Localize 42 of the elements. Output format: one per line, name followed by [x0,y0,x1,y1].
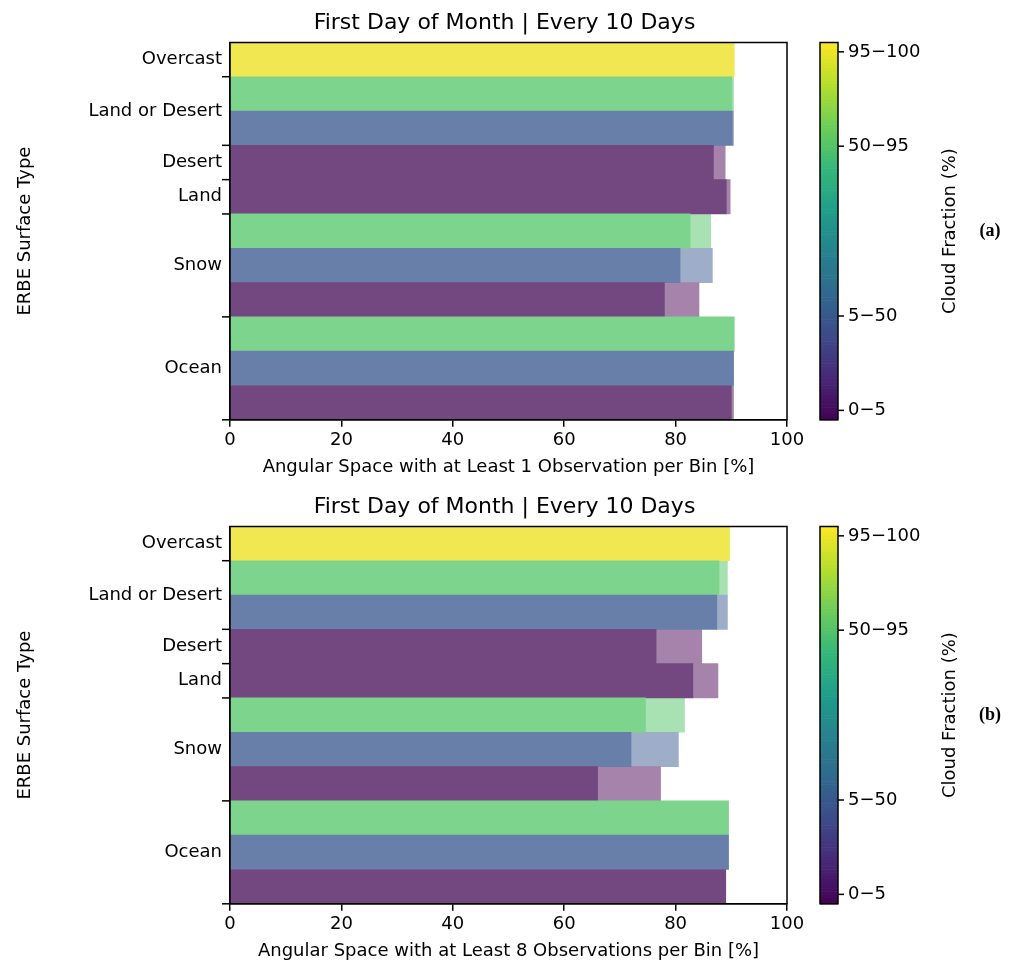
y-axis-title: ERBE Surface Type [12,630,34,800]
y-tick-label: Snow [173,737,222,759]
text: (a) [979,219,1001,241]
y-tick-label: Overcast [141,531,222,553]
y-tick-label: Desert [162,150,222,172]
x-axis-title: Angular Space with at Least 1 Observation per Bin [%] [262,454,755,476]
x-tick-label: 80 [664,912,688,934]
x-tick-label: 0 [224,912,236,934]
color-bar-label: 95−100 [848,523,921,545]
x-tick-label: 40 [441,912,465,934]
y-axis-title: ERBE Surface Type [12,146,34,316]
chart-title: First Day of Month | Every 10 Days [313,8,696,35]
x-axis-title: Angular Space with at Least 8 Observations per Bin [%] [257,938,760,960]
y-tick-label: Land [178,668,222,690]
x-tick-label: 40 [441,428,465,450]
x-tick-label: 60 [552,428,576,450]
x-tick-label: 100 [769,428,805,450]
x-tick-label: 0 [224,428,236,450]
color-bar-label: 50−95 [848,617,909,639]
y-tick-label: Land or Desert [88,98,222,120]
color-bar-label: 0−5 [848,882,886,904]
color-bar-title: Cloud Fraction (%) [937,148,959,315]
x-tick-label: 100 [769,912,805,934]
color-bar-label: 5−50 [848,787,898,809]
color-bar-title: Cloud Fraction (%) [937,632,959,799]
color-bar-label: 50−95 [848,133,909,155]
y-tick-label: Land or Desert [88,582,222,604]
text: (b) [979,703,1001,725]
color-bar-label: 95−100 [848,39,921,61]
y-tick-label: Ocean [164,356,222,378]
chart-title: First Day of Month | Every 10 Days [313,492,696,519]
color-bar-label: 5−50 [848,303,898,325]
y-tick-label: Desert [162,634,222,656]
y-tick-label: Land [178,184,222,206]
x-tick-label: 80 [664,428,688,450]
x-tick-label: 20 [329,428,353,450]
y-tick-label: Ocean [164,840,222,862]
y-tick-label: Overcast [141,47,222,69]
color-bar-label: 0−5 [848,398,886,420]
x-tick-label: 60 [552,912,576,934]
x-tick-label: 20 [329,912,353,934]
y-tick-label: Snow [173,253,222,275]
